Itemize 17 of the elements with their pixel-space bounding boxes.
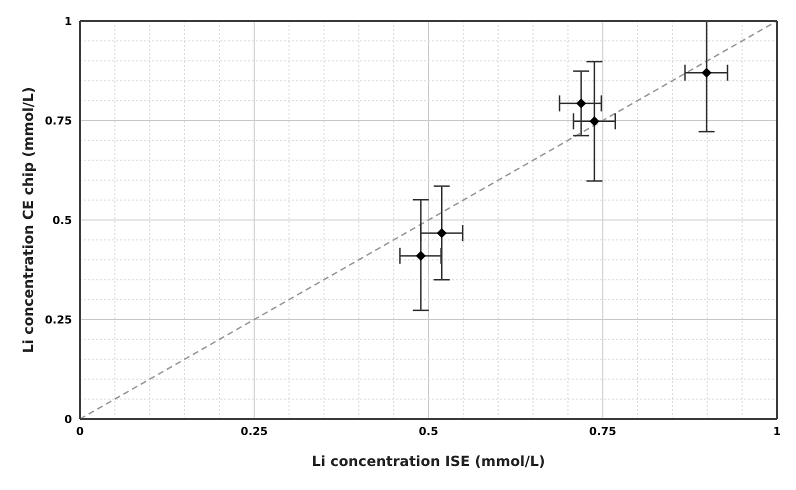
point [589, 116, 600, 126]
x-tick-label: 1 [773, 424, 781, 438]
x-tick-label: 0.5 [418, 424, 438, 438]
x-tick-label: 0.75 [589, 424, 616, 438]
x-axis-title: Li concentration ISE (mmol/L) [312, 454, 546, 470]
point [702, 68, 712, 78]
y-axis-title: Li concentration CE chip (mmol/L) [20, 86, 37, 354]
x-tick-label: 0 [76, 424, 84, 438]
y-tick-label: 1 [64, 14, 72, 28]
point [576, 98, 586, 108]
y-tick-label: 0.75 [44, 114, 72, 128]
y-tick-label: 0.25 [44, 313, 72, 326]
y-tick-label: 0 [64, 412, 72, 426]
point [416, 250, 426, 261]
x-tick-label: 0.25 [240, 424, 268, 438]
point [436, 228, 447, 238]
y-tick-label: 0.5 [52, 214, 72, 227]
